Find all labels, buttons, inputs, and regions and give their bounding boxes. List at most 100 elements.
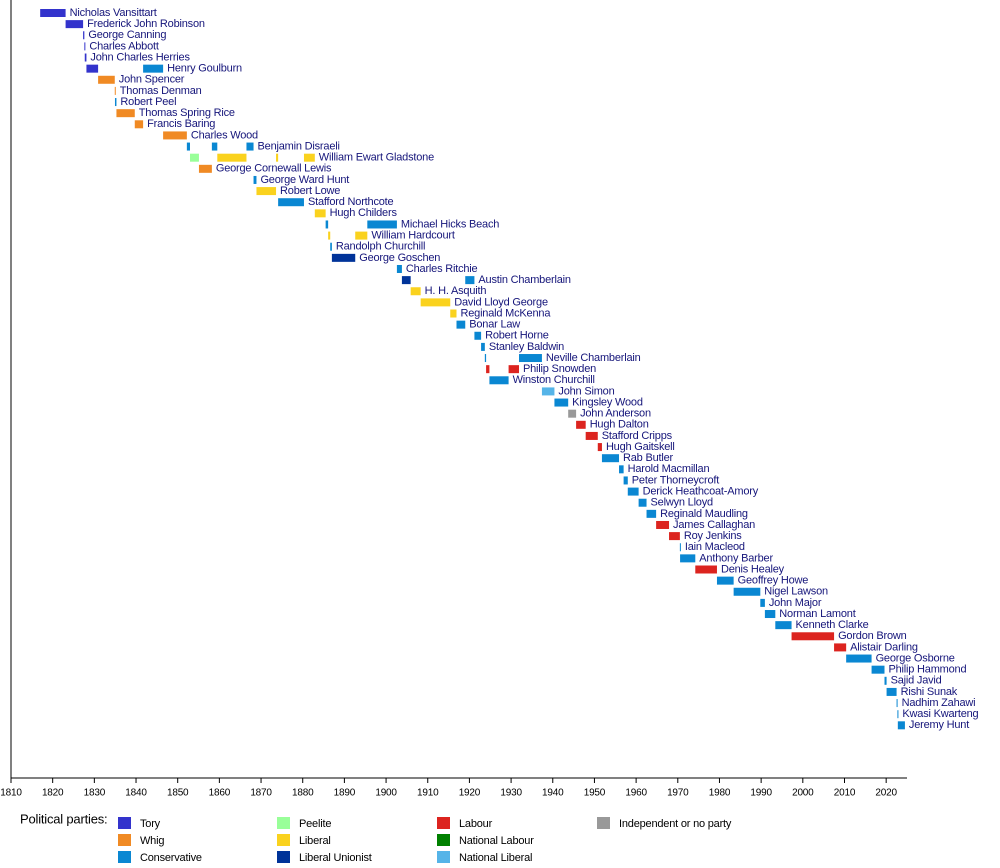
row-label: John Charles Herries [90, 51, 190, 63]
legend-swatch [437, 834, 450, 846]
legend-swatch [118, 851, 131, 863]
term-bar [303, 153, 315, 162]
term-bar [554, 398, 569, 407]
row-label: John Anderson [580, 408, 651, 420]
row-label: Reginald McKenna [460, 307, 551, 319]
row-label: Winston Churchill [513, 374, 595, 386]
term-bar [325, 220, 329, 229]
term-bar [489, 376, 509, 385]
term-bar [474, 331, 482, 340]
row-label: George Canning [88, 29, 166, 41]
row-label: David Lloyd George [454, 296, 548, 308]
term-bar [481, 342, 485, 351]
row-label: John Major [769, 597, 822, 609]
term-bar [886, 687, 897, 696]
row-label: Stafford Cripps [602, 430, 673, 442]
term-bar [40, 9, 66, 17]
row-label: Reginald Maudling [660, 508, 748, 520]
term-bar [484, 354, 487, 363]
term-bar [456, 320, 466, 329]
legend-swatch [277, 851, 290, 863]
row-label: Henry Goulburn [167, 63, 242, 75]
row-label: Iain Macleod [685, 541, 745, 553]
row-label: Neville Chamberlain [546, 352, 641, 364]
term-bar [896, 699, 898, 708]
row-label: John Simon [558, 385, 614, 397]
x-tick-label: 2010 [834, 788, 856, 799]
term-bar [114, 86, 116, 95]
row-label: Rishi Sunak [901, 686, 958, 698]
term-bar [211, 142, 218, 151]
row-label: Hugh Dalton [590, 419, 649, 431]
row-label: Roy Jenkins [684, 530, 742, 542]
legend-label: Whig [140, 835, 164, 847]
term-bar [627, 487, 639, 496]
x-tick-label: 1830 [84, 788, 106, 799]
legend-label: Labour [459, 818, 493, 830]
term-bar [680, 554, 696, 563]
row-label: Stanley Baldwin [489, 341, 564, 353]
term-bar [760, 598, 765, 607]
row-label: Bonar Law [469, 319, 520, 331]
x-tick-label: 1920 [459, 788, 481, 799]
legend-label: Liberal Unionist [299, 852, 372, 864]
legend-label: Conservative [140, 852, 202, 864]
legend-swatch [437, 817, 450, 829]
term-bar [638, 498, 647, 507]
x-tick-label: 1970 [667, 788, 689, 799]
term-bar [897, 710, 899, 719]
row-label: Stafford Northcote [308, 196, 394, 208]
row-label: Jeremy Hunt [909, 719, 969, 731]
x-tick-label: 1880 [292, 788, 314, 799]
term-bar [189, 153, 199, 162]
term-bar [508, 365, 520, 374]
x-tick-label: 1960 [625, 788, 647, 799]
term-bar [486, 365, 490, 374]
x-tick-label: 1980 [709, 788, 731, 799]
term-bar [314, 209, 326, 218]
term-bar [791, 632, 835, 641]
term-bar [465, 276, 475, 285]
row-label: Robert Horne [485, 330, 549, 342]
x-tick-label: 1820 [42, 788, 64, 799]
term-bar [84, 42, 86, 51]
x-tick-label: 1860 [209, 788, 231, 799]
row-label: George Goschen [359, 252, 440, 264]
term-bar [198, 164, 212, 173]
x-tick-label: 1930 [500, 788, 522, 799]
term-bar [764, 610, 776, 619]
row-label: William Ewart Gladstone [319, 152, 434, 164]
row-label: James Callaghan [673, 519, 755, 531]
term-bar [716, 576, 734, 585]
row-label: Charles Abbott [89, 40, 158, 52]
x-tick-label: 2000 [792, 788, 814, 799]
term-bar [143, 64, 164, 73]
term-bar [396, 264, 402, 273]
row-label: Alistair Darling [850, 641, 918, 653]
term-bar [897, 721, 905, 730]
row-label: Harold Macmillan [628, 463, 710, 475]
term-bar [846, 654, 872, 663]
row-label: Charles Ritchie [406, 263, 478, 275]
row-label: Robert Lowe [280, 185, 340, 197]
term-bar [695, 565, 717, 574]
term-bar [256, 187, 277, 196]
term-bar [134, 120, 144, 129]
term-bar [834, 643, 847, 652]
term-bar [450, 309, 457, 318]
row-label: Robert Peel [120, 96, 176, 108]
x-tick-label: 1950 [584, 788, 606, 799]
row-label: Kwasi Kwarteng [902, 708, 978, 720]
row-label: George Osborne [876, 652, 955, 664]
row-label: Nadhim Zahawi [902, 697, 976, 709]
term-bar [541, 387, 555, 396]
term-bar [163, 131, 187, 140]
term-bar [276, 153, 279, 162]
term-bar [601, 454, 620, 463]
term-bar [186, 142, 190, 151]
row-label: Philip Snowden [523, 363, 596, 375]
row-label: Thomas Spring Rice [139, 107, 235, 119]
term-bar [328, 231, 331, 240]
row-label: Geoffrey Howe [738, 575, 809, 587]
row-label: Kenneth Clarke [796, 619, 869, 631]
